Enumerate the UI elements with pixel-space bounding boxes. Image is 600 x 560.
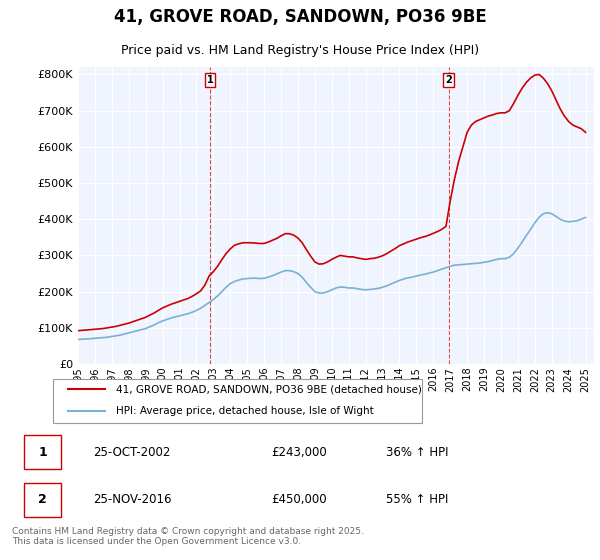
Text: 1: 1	[38, 446, 47, 459]
FancyBboxPatch shape	[23, 483, 61, 517]
Text: 25-OCT-2002: 25-OCT-2002	[92, 446, 170, 459]
FancyBboxPatch shape	[53, 379, 422, 423]
Text: HPI: Average price, detached house, Isle of Wight: HPI: Average price, detached house, Isle…	[116, 407, 374, 417]
Text: 41, GROVE ROAD, SANDOWN, PO36 9BE (detached house): 41, GROVE ROAD, SANDOWN, PO36 9BE (detac…	[116, 384, 422, 394]
Text: 25-NOV-2016: 25-NOV-2016	[92, 493, 171, 506]
Text: 2: 2	[38, 493, 47, 506]
Text: Price paid vs. HM Land Registry's House Price Index (HPI): Price paid vs. HM Land Registry's House …	[121, 44, 479, 57]
Text: 55% ↑ HPI: 55% ↑ HPI	[386, 493, 449, 506]
Text: 36% ↑ HPI: 36% ↑ HPI	[386, 446, 449, 459]
Text: 41, GROVE ROAD, SANDOWN, PO36 9BE: 41, GROVE ROAD, SANDOWN, PO36 9BE	[113, 8, 487, 26]
FancyBboxPatch shape	[23, 435, 61, 469]
Text: 1: 1	[206, 74, 214, 85]
Text: £450,000: £450,000	[271, 493, 327, 506]
Text: Contains HM Land Registry data © Crown copyright and database right 2025.
This d: Contains HM Land Registry data © Crown c…	[12, 526, 364, 546]
Text: 2: 2	[445, 74, 452, 85]
Text: £243,000: £243,000	[271, 446, 327, 459]
